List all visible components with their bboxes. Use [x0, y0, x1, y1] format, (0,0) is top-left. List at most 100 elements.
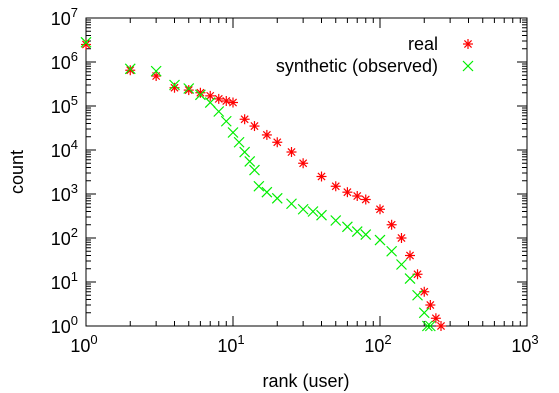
data-point	[418, 307, 430, 319]
y-tick-label-exponent: 6	[71, 49, 78, 64]
x-tick-label-exponent: 0	[90, 332, 97, 347]
data-point	[80, 36, 92, 48]
data-point	[307, 206, 319, 217]
data-point	[183, 85, 194, 96]
data-point	[125, 65, 136, 76]
data-point	[253, 180, 265, 192]
y-tick-label-base: 10	[51, 185, 71, 205]
data-point	[272, 137, 283, 148]
x-tick-label-exponent: 2	[384, 332, 391, 347]
data-point	[412, 269, 423, 280]
y-tick-label-base: 10	[51, 9, 71, 29]
data-point	[405, 250, 416, 261]
data-point	[81, 39, 91, 50]
y-tick-label: 107	[51, 5, 78, 29]
data-point	[297, 203, 309, 215]
x-tick-label-base: 10	[70, 336, 90, 356]
y-tick-label-base: 10	[51, 317, 71, 337]
y-tick-label: 104	[51, 137, 78, 161]
y-tick-label-base: 10	[51, 53, 71, 73]
axis-ticks	[85, 17, 528, 327]
data-point	[239, 146, 251, 158]
data-point	[205, 90, 216, 101]
data-point	[261, 129, 272, 140]
y-tick-label-exponent: 5	[71, 93, 78, 108]
data-point	[286, 198, 297, 210]
legend: real synthetic (observed)	[276, 34, 474, 76]
data-point	[396, 233, 407, 243]
data-point	[424, 320, 436, 332]
x-tick-label-exponent: 1	[237, 332, 244, 347]
data-point	[204, 97, 216, 108]
data-point	[151, 71, 162, 82]
data-point	[124, 63, 136, 75]
legend-label-synthetic: synthetic (observed)	[276, 56, 438, 76]
data-point	[386, 219, 397, 230]
y-tick-label: 106	[51, 49, 78, 73]
y-tick-label-exponent: 4	[71, 137, 78, 152]
x-tick-label-exponent: 3	[531, 332, 538, 347]
data-point	[249, 121, 260, 132]
data-point	[360, 194, 371, 205]
data-point	[183, 83, 195, 94]
x-tick-label: 100	[70, 332, 97, 356]
y-axis-label: count	[7, 150, 27, 194]
data-point	[342, 187, 353, 198]
x-tick-label: 103	[511, 332, 538, 356]
data-point	[375, 204, 385, 215]
data-point	[316, 171, 327, 182]
data-point	[194, 89, 206, 101]
y-tick-label-base: 10	[51, 97, 71, 117]
series-real	[81, 39, 447, 331]
series-synthetic	[80, 36, 436, 332]
plot-frame	[85, 17, 528, 327]
data-point	[221, 95, 232, 106]
legend-marker-synthetic-glyph	[462, 60, 474, 72]
legend-marker-real	[463, 39, 473, 49]
data-point	[421, 320, 433, 332]
data-point	[360, 229, 372, 240]
x-tick-label-base: 10	[217, 336, 237, 356]
data-point	[239, 114, 250, 125]
data-point	[430, 313, 441, 324]
data-point	[316, 209, 327, 221]
y-tick-label-exponent: 0	[71, 313, 78, 328]
data-point	[396, 259, 407, 270]
data-point	[374, 234, 386, 246]
data-point	[261, 186, 273, 198]
data-point	[351, 226, 363, 237]
legend-label-real: real	[408, 34, 438, 54]
data-point	[386, 245, 398, 257]
plot-series	[80, 36, 447, 332]
y-tick-label-exponent: 1	[71, 269, 78, 284]
y-tick-label: 103	[51, 181, 78, 205]
data-point	[352, 191, 363, 202]
data-point	[412, 289, 423, 301]
x-axis-label: rank (user)	[262, 371, 349, 391]
y-tick-label-base: 10	[51, 229, 71, 249]
x-tick-label-base: 10	[364, 336, 384, 356]
data-point	[298, 158, 309, 169]
y-tick-label-base: 10	[51, 273, 71, 293]
data-point	[404, 273, 416, 284]
y-tick-label-exponent: 7	[71, 5, 78, 20]
data-point	[233, 136, 245, 148]
x-tick-label: 101	[217, 332, 244, 356]
y-tick-label-base: 10	[51, 141, 71, 161]
data-point	[436, 321, 447, 331]
x-tick-label-base: 10	[511, 336, 531, 356]
y-tick-label: 102	[51, 225, 78, 249]
y-tick-label: 105	[51, 93, 78, 117]
legend-marker-real-glyph	[463, 39, 473, 49]
data-point	[244, 155, 256, 167]
data-point	[169, 79, 180, 91]
data-point	[227, 127, 239, 138]
data-point	[195, 87, 206, 98]
data-point	[150, 65, 162, 77]
y-tick-label: 100	[51, 313, 78, 337]
x-tick-label: 102	[364, 332, 391, 356]
data-point	[249, 164, 260, 176]
data-point	[286, 147, 297, 158]
